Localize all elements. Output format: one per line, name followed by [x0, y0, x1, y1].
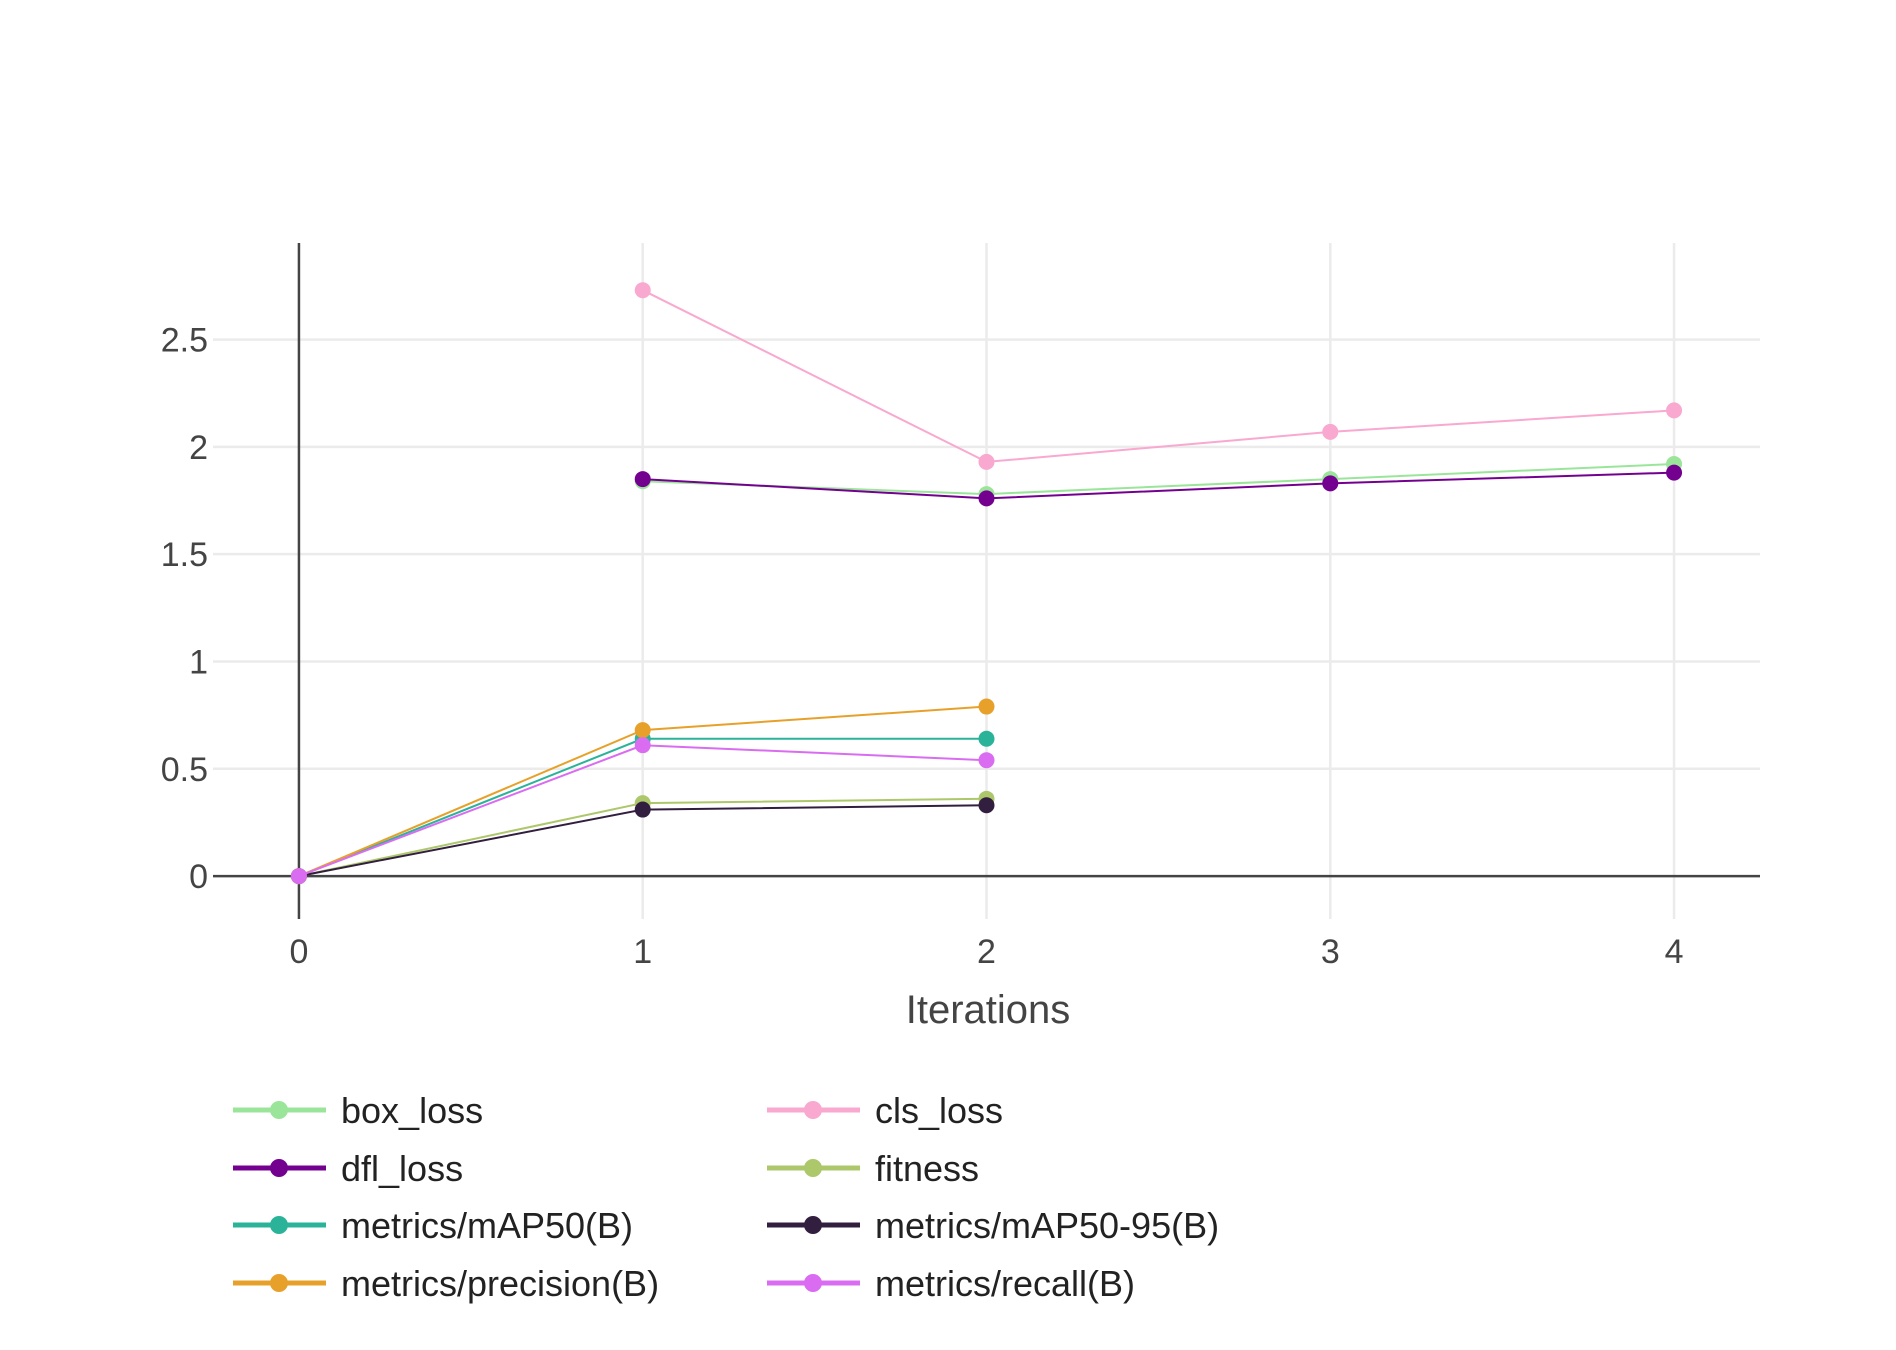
axes [213, 243, 1760, 919]
legend-item[interactable]: metrics/recall(B) [767, 1263, 1135, 1304]
data-point [978, 752, 995, 769]
legend-label: cls_loss [875, 1090, 1003, 1131]
data-point [634, 471, 651, 488]
series-metrics-recall-b [290, 737, 995, 885]
legend-label: metrics/mAP50-95(B) [875, 1205, 1219, 1246]
x-tick-label: 1 [633, 933, 652, 971]
legend-swatch-marker [804, 1274, 822, 1292]
series-line [642, 289, 1675, 463]
legend[interactable]: box_loss cls_loss dfl_loss fitness metrics/m… [233, 1090, 1219, 1304]
legend-item[interactable]: box_loss [233, 1090, 483, 1131]
y-tick-label: 2 [189, 429, 208, 467]
legend-swatch-marker [270, 1216, 288, 1234]
data-point [978, 453, 995, 470]
data-point [634, 722, 651, 739]
series-line [642, 463, 1675, 496]
data-point [634, 737, 651, 754]
legend-label: metrics/mAP50(B) [341, 1205, 633, 1246]
legend-label: dfl_loss [341, 1148, 463, 1189]
data-point [1322, 423, 1339, 440]
y-tick-label: 0.5 [161, 751, 208, 789]
legend-item[interactable]: metrics/precision(B) [233, 1263, 659, 1304]
data-point [634, 282, 651, 299]
x-tick-label: 2 [977, 933, 996, 971]
legend-swatch-marker [804, 1159, 822, 1177]
data-point [978, 730, 995, 747]
legend-label: metrics/precision(B) [341, 1263, 659, 1304]
legend-label: box_loss [341, 1090, 483, 1131]
x-axis-title: Iterations [906, 988, 1071, 1032]
legend-item[interactable]: fitness [767, 1148, 979, 1189]
legend-swatch-marker [270, 1101, 288, 1119]
legend-swatch-marker [804, 1101, 822, 1119]
series-dfl-loss [634, 464, 1683, 507]
legend-item[interactable]: cls_loss [767, 1090, 1003, 1131]
data-point [1666, 464, 1683, 481]
legend-label: fitness [875, 1148, 979, 1189]
x-tick-label: 0 [289, 933, 308, 971]
legend-label: metrics/recall(B) [875, 1263, 1135, 1304]
data-point [978, 490, 995, 507]
y-tick-label: 0 [189, 858, 208, 896]
series-line [642, 471, 1675, 500]
legend-item[interactable]: metrics/mAP50-95(B) [767, 1205, 1219, 1246]
grid-lines [213, 243, 1760, 919]
y-tick-label: 2.5 [161, 322, 208, 360]
data-point [1666, 402, 1683, 419]
series-box-loss [634, 456, 1683, 503]
plot-series [290, 282, 1683, 885]
legend-item[interactable]: metrics/mAP50(B) [233, 1205, 633, 1246]
data-point [978, 698, 995, 715]
legend-swatch-marker [270, 1274, 288, 1292]
y-tick-label: 1.5 [161, 536, 208, 574]
legend-swatch-marker [270, 1159, 288, 1177]
tick-labels: 0 1 2 3 4 0 0.5 1 1.5 2 2.5 [161, 322, 1684, 971]
x-tick-label: 4 [1665, 933, 1684, 971]
data-point [290, 868, 307, 885]
series-cls-loss [634, 282, 1683, 470]
y-tick-label: 1 [189, 643, 208, 681]
data-point [978, 797, 995, 814]
x-tick-label: 3 [1321, 933, 1340, 971]
legend-item[interactable]: dfl_loss [233, 1148, 463, 1189]
data-point [1322, 475, 1339, 492]
legend-swatch-marker [804, 1216, 822, 1234]
data-point [634, 801, 651, 818]
